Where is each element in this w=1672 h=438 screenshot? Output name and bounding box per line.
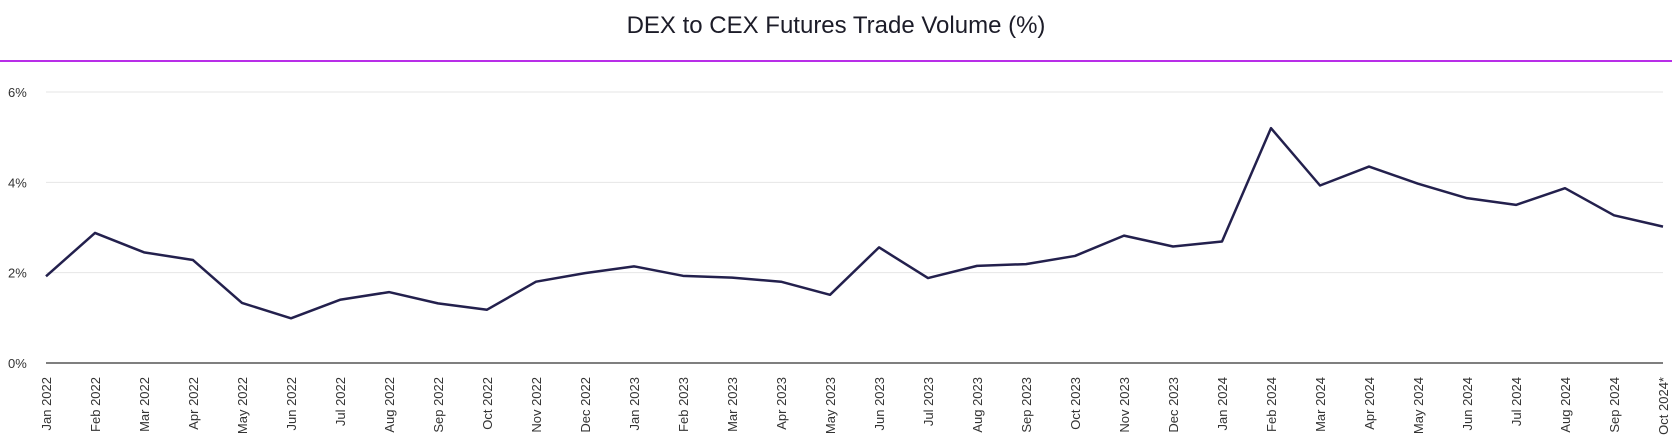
x-tick-label: Feb 2024 xyxy=(1264,377,1279,432)
x-tick-label: May 2022 xyxy=(235,377,250,434)
x-tick-label: May 2023 xyxy=(823,377,838,434)
x-tick-label: Jul 2023 xyxy=(921,377,936,426)
x-tick-label: Feb 2022 xyxy=(88,377,103,432)
y-tick-label: 6% xyxy=(8,85,27,100)
series-line xyxy=(45,126,1664,320)
x-tick-label: Nov 2022 xyxy=(529,377,544,433)
x-tick-label: Dec 2022 xyxy=(578,377,593,433)
y-tick-label: 2% xyxy=(8,266,27,281)
x-tick-label: Sep 2024 xyxy=(1607,377,1622,433)
x-tick-label: Jul 2022 xyxy=(333,377,348,426)
x-tick-label: Aug 2023 xyxy=(970,377,985,433)
y-axis-ticks: 0% 2% 4% 6% xyxy=(8,85,27,371)
x-tick-label: Apr 2022 xyxy=(186,377,201,430)
x-tick-label: Mar 2022 xyxy=(137,377,152,432)
x-tick-label: Apr 2024 xyxy=(1362,377,1377,430)
gridlines xyxy=(46,91,1663,274)
x-tick-label: Aug 2022 xyxy=(382,377,397,433)
x-tick-label: Nov 2023 xyxy=(1117,377,1132,433)
x-tick-label: Oct 2023 xyxy=(1068,377,1083,430)
x-tick-label: Jun 2022 xyxy=(284,377,299,431)
title-divider xyxy=(0,60,1672,62)
x-tick-label: Aug 2024 xyxy=(1558,377,1573,433)
x-tick-label: Jan 2023 xyxy=(627,377,642,431)
x-tick-label: Oct 2024* xyxy=(1656,377,1671,435)
x-tick-label: Jun 2023 xyxy=(872,377,887,431)
x-tick-label: Apr 2023 xyxy=(774,377,789,430)
y-tick-label: 0% xyxy=(8,356,27,371)
x-axis-ticks: Jan 2022 Feb 2022 Mar 2022 Apr 2022 May 2022… xyxy=(39,377,1671,435)
x-tick-label: May 2024 xyxy=(1411,377,1426,434)
x-tick-label: Jun 2024 xyxy=(1460,377,1475,431)
y-tick-label: 4% xyxy=(8,175,27,190)
x-tick-label: Feb 2023 xyxy=(676,377,691,432)
x-tick-label: Mar 2023 xyxy=(725,377,740,432)
x-tick-label: Jan 2022 xyxy=(39,377,54,431)
x-tick-label: Sep 2023 xyxy=(1019,377,1034,433)
chart-title: DEX to CEX Futures Trade Volume (%) xyxy=(626,12,1046,39)
x-tick-label: Sep 2022 xyxy=(431,377,446,433)
x-tick-label: Dec 2023 xyxy=(1166,377,1181,433)
x-tick-label: Oct 2022 xyxy=(480,377,495,430)
x-tick-label: Jan 2024 xyxy=(1215,377,1230,431)
x-tick-label: Jul 2024 xyxy=(1509,377,1524,426)
x-tick-label: Mar 2024 xyxy=(1313,377,1328,432)
